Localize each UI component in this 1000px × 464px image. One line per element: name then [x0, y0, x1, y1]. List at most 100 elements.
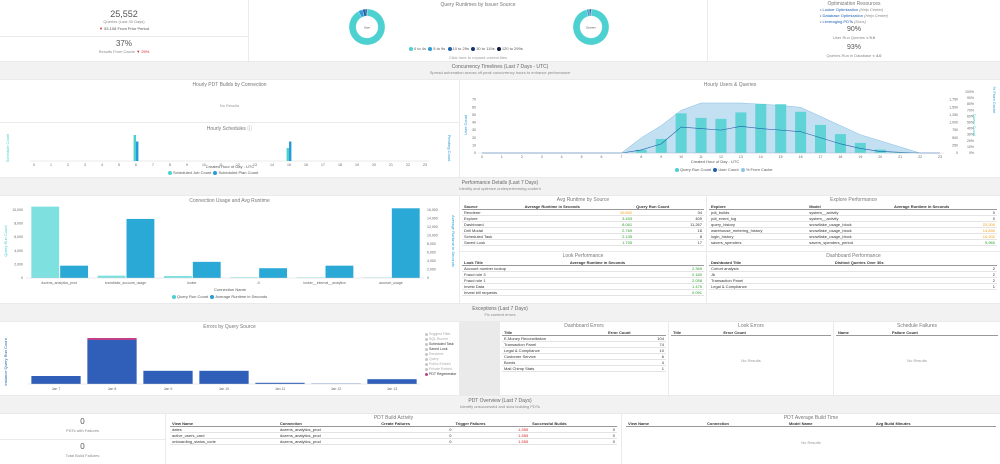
- pdt-builds-tile: Hourly PDT Builds by Connection No Resul…: [0, 80, 459, 122]
- legend-item[interactable]: SQL Runner: [425, 337, 456, 342]
- table-row[interactable]: E-Money Reconciliation 104: [502, 335, 666, 342]
- table-row[interactable]: Customer Service 6: [502, 353, 666, 360]
- table-row[interactable]: Fraud rule 3 2.180: [462, 271, 704, 278]
- table-row[interactable]: Jb 2: [709, 271, 997, 278]
- col-header[interactable]: Explore: [709, 204, 808, 210]
- x-tick-label: 8: [169, 163, 171, 167]
- table-row[interactable]: Scheduled Task 2.135 8: [462, 233, 704, 240]
- resource-link[interactable]: Looker Optimization: [822, 7, 859, 12]
- col-header[interactable]: Average Runtime in Seconds: [891, 204, 997, 210]
- col-header[interactable]: Title: [671, 330, 722, 336]
- col-header[interactable]: Connection: [705, 421, 787, 427]
- table-row[interactable]: Cohort analysis 2: [709, 265, 997, 272]
- prior-period: ▼ 53,108 From Prior Period: [0, 26, 248, 31]
- resource-database-optimization[interactable]: • Database Optimization (Help Center): [820, 13, 889, 18]
- col-header[interactable]: Source: [462, 204, 523, 210]
- table-row[interactable]: warehouse_metering_history snowflake_usag…: [709, 227, 997, 234]
- col-header[interactable]: Title: [502, 330, 607, 336]
- info-icon[interactable]: ⓘ: [247, 126, 253, 132]
- bar: [286, 148, 289, 161]
- table-row[interactable]: Bonds 4: [502, 359, 666, 366]
- x-tick-label: 2: [521, 155, 523, 159]
- table-row[interactable]: Dashboard 8.061 11,267: [462, 221, 704, 228]
- col-header[interactable]: Trigger Failures: [453, 421, 531, 427]
- table-row[interactable]: active_users_card dozens_analytics_prod 0 1…: [170, 432, 617, 439]
- table-row[interactable]: query_history snowflake_usage_block 22,200: [709, 221, 997, 228]
- col-header[interactable]: Model: [807, 204, 892, 210]
- resource-looker-optimization[interactable]: • Looker Optimization (Help Center): [820, 7, 884, 12]
- legend-item[interactable]: Saved Look: [425, 347, 456, 352]
- table-row[interactable]: onboarding_status_code dozens_analytics_p…: [170, 438, 617, 445]
- col-header[interactable]: Average Runtime in Seconds: [522, 204, 635, 210]
- col-header[interactable]: Look Title: [462, 260, 568, 266]
- resource-link[interactable]: Database Optimization: [822, 13, 863, 18]
- table-cell: 11,267: [634, 221, 704, 228]
- resource-link[interactable]: Leveraging PDTs: [822, 19, 853, 24]
- dash-perf-table: Dashboard Title Distinct Queries Over 30…: [709, 260, 997, 290]
- col-header[interactable]: Error Count: [721, 330, 831, 336]
- pdt-total-value: 0: [80, 442, 85, 451]
- bar: [795, 111, 807, 153]
- runtimes-hint[interactable]: Click here to expand current tiles: [448, 55, 508, 60]
- table-row[interactable]: login_history snowflake_usage_block 10,202: [709, 233, 997, 240]
- table-row[interactable]: pdt_event_log system__activity 0: [709, 215, 997, 222]
- x-tick-label: 11: [219, 163, 223, 167]
- legend-swatch: [496, 46, 501, 51]
- legend-swatch: [740, 167, 745, 172]
- col-header[interactable]: Error Count: [606, 330, 666, 336]
- table-row[interactable]: Explore 3.453 409: [462, 215, 704, 222]
- col-header[interactable]: Distinct Queries Over 30s: [832, 260, 997, 266]
- x-tick-label: 19: [355, 163, 359, 167]
- explore-perf-tile: Explore Performance Explore Model Averag…: [707, 196, 1000, 251]
- table-row[interactable]: Invest bill requests 0.091: [462, 289, 704, 296]
- table-row[interactable]: Saved Look 1.705 17: [462, 239, 704, 246]
- col-header[interactable]: View Name: [170, 421, 278, 427]
- col-header[interactable]: Failure Count: [890, 330, 998, 336]
- y3-tick-label: 40%: [967, 127, 974, 131]
- legend-item[interactable]: Public Embed: [425, 362, 456, 367]
- table-row[interactable]: Legal & Compliance 10: [502, 347, 666, 354]
- table-row[interactable]: Mail Chimp Stats 1: [502, 365, 666, 372]
- legend-item[interactable]: Private Embed: [425, 367, 456, 372]
- col-header[interactable]: Connection: [277, 421, 380, 427]
- col-header[interactable]: Avg Build Minutes: [873, 421, 996, 427]
- table-row[interactable]: Legal & Compliance 1: [709, 283, 997, 290]
- table-row[interactable]: savers_spenders savers_spenders_period 9,9…: [709, 239, 997, 246]
- table-row[interactable]: Fraud rule 1 2.058: [462, 277, 704, 284]
- cache-value: 37%: [115, 39, 132, 48]
- table-row[interactable]: Transaction Panel 2: [709, 277, 997, 284]
- table-row[interactable]: Drill Modal 2.769 18: [462, 227, 704, 234]
- col-header[interactable]: Create Failures: [379, 421, 454, 427]
- col-header[interactable]: View Name: [626, 421, 705, 427]
- col-header[interactable]: Query Run Count: [634, 204, 704, 210]
- table-row[interactable]: dates dozens_analytics_prod 0 1,555 0: [170, 426, 617, 433]
- legend-item[interactable]: Scheduled Task: [425, 342, 456, 347]
- table-cell: active_users_card: [170, 432, 278, 439]
- errors-legend: Suggest Filter SQL Runner Scheduled Task Sa…: [425, 332, 456, 377]
- table-row[interactable]: Invest Data 1.475: [462, 283, 704, 290]
- table-row[interactable]: pdt_builds system__activity 0: [709, 209, 997, 216]
- table-row[interactable]: Transaction Panel 74: [502, 341, 666, 348]
- col-header[interactable]: Average Runtime in Seconds: [567, 260, 704, 266]
- legend-item[interactable]: Query: [425, 357, 456, 362]
- table-row[interactable]: Account number lookup 2.369: [462, 265, 704, 272]
- connection-usage-title: Connection Usage and Avg Runtime: [189, 198, 270, 204]
- col-header[interactable]: Dashboard Title: [709, 260, 833, 266]
- x-tick-label: 3: [84, 163, 86, 167]
- legend-item[interactable]: Renderer: [425, 352, 456, 357]
- table-row[interactable]: Renderer 10.892 34: [462, 209, 704, 216]
- table-cell: 1,555: [453, 426, 531, 433]
- y2-tick-label: 1,500: [949, 105, 958, 109]
- legend-item[interactable]: PDT Regenerator: [425, 372, 456, 377]
- col-header[interactable]: Successful Builds: [530, 421, 617, 427]
- y3-tick-label: 30%: [967, 133, 974, 137]
- legend-swatch: [168, 170, 172, 175]
- resource-leveraging-pdts[interactable]: • Leveraging PDTs (Docs): [820, 19, 866, 24]
- x-tick-label: Jan 10: [219, 387, 230, 391]
- bar: [126, 218, 155, 278]
- x-tick-label: snowflake_account_usage: [105, 281, 146, 285]
- legend-item[interactable]: Suggest Filter: [425, 332, 456, 337]
- col-header[interactable]: Model Name: [786, 421, 874, 427]
- col-header[interactable]: Name: [836, 330, 891, 336]
- table-cell: Scheduled Task: [462, 233, 523, 240]
